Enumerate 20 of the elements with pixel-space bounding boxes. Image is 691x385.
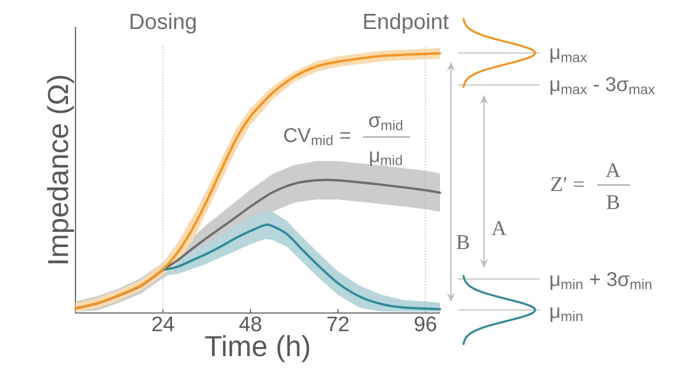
text: Z′ = (551, 177, 584, 191)
text: μ$_{max}$ (550, 48, 587, 63)
x-tick-label: 48 (239, 316, 262, 332)
y-axis-title: Impedance (Ω) (47, 76, 74, 264)
text: B (456, 235, 469, 250)
annotation: CV$_{mid}$ = (284, 128, 350, 146)
text: B (606, 195, 619, 210)
text: A (492, 221, 506, 235)
ref-line-label: Endpoint (364, 13, 449, 34)
x-axis-title: Time (h) (205, 335, 310, 362)
text: μ$_{min}$ (550, 307, 582, 322)
text: μ$_{max}$ - 3σ$_{max}$ (550, 77, 655, 95)
text: A (606, 163, 620, 177)
annotation: σ$_{mid}$ (369, 116, 402, 130)
ref-line-label: Dosing (130, 13, 196, 34)
annotation: μ$_{mid}$ (370, 151, 402, 166)
x-tick-label: 96 (414, 316, 436, 332)
x-tick-label: 24 (152, 316, 174, 332)
x-tick-label: 72 (327, 316, 349, 332)
text: μ$_{min}$ + 3σ$_{min}$ (550, 272, 652, 290)
